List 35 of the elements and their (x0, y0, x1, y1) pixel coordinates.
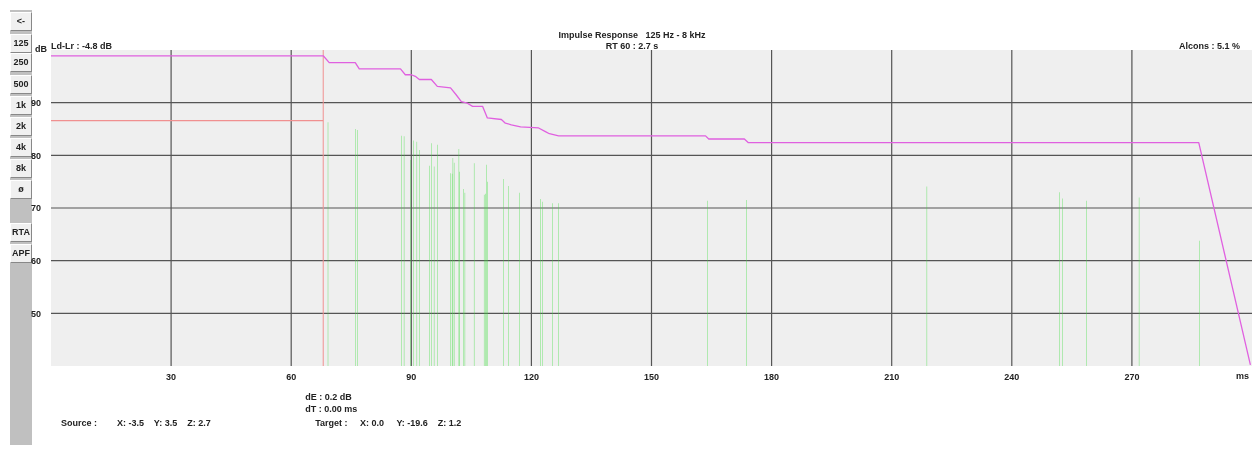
x-tick-label: 150 (643, 372, 660, 383)
toolbar-button: 8k (10, 159, 32, 178)
x-tick-label: 180 (764, 372, 780, 383)
y-tick-label: 80 (31, 150, 42, 161)
x-tick-label: 30 (166, 372, 177, 383)
toolbar-button: 500 (10, 75, 32, 94)
x-axis-title: ms (1236, 371, 1250, 381)
text: dT : 0.00 ms (305, 404, 358, 414)
y-axis-title: dB (35, 44, 47, 54)
y-tick-label: 70 (31, 203, 42, 214)
x-tick-label: 60 (286, 372, 297, 383)
toolbar-button: <- (10, 12, 32, 31)
x-tick-label: 270 (1124, 372, 1140, 383)
y-tick-label: 90 (31, 97, 42, 108)
x-tick-label: 120 (523, 372, 539, 383)
chart-title: Impulse Response 125 Hz - 8 kHz (558, 30, 706, 40)
text: Target : X: 0.0 Y: -19.6 Z: 1.2 (315, 418, 462, 428)
toolbar-button: 250 (10, 53, 32, 72)
annotation: Alcons : 5.1 % (1178, 41, 1240, 51)
annotation: RT 60 : 2.7 s (605, 41, 659, 51)
toolbar-button: 1k (10, 96, 32, 115)
toolbar-button: APF (10, 244, 32, 263)
y-tick-label: 60 (31, 255, 42, 266)
toolbar-button: 2k (10, 117, 32, 136)
toolbar-button: RTA (10, 223, 32, 242)
y-tick-label: 50 (31, 308, 42, 319)
toolbar-button: 125 (10, 34, 32, 53)
source-note: Source : X: -3.5 Y: 3.5 Z: 2.7 (61, 418, 211, 428)
toolbar-button: ø (10, 180, 32, 199)
x-tick-label: 90 (406, 372, 417, 383)
toolbar-button: 4k (10, 138, 32, 157)
annotation: Ld-Lr : -4.8 dB (51, 41, 112, 51)
x-tick-label: 240 (1004, 372, 1020, 383)
text: dE : 0.2 dB (305, 392, 352, 402)
x-tick-label: 210 (884, 372, 900, 383)
